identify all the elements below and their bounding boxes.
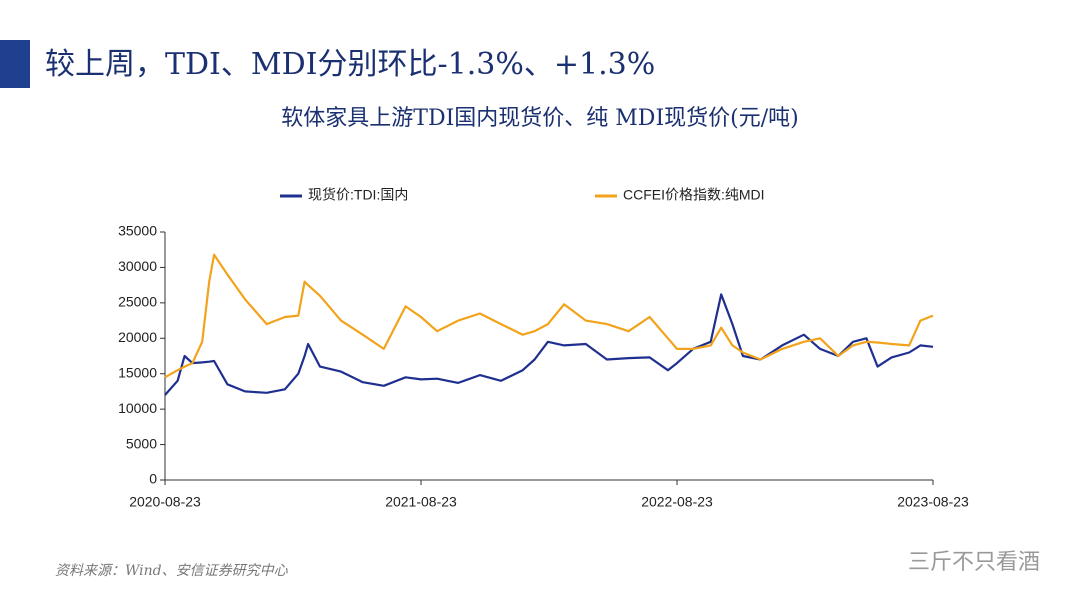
slide-title: 较上周，TDI、MDI分别环比-1.3%、+1.3% [45,47,655,82]
chart-title: 软体家具上游TDI国内现货价、纯 MDI现货价(元/吨) [281,106,798,131]
watermark: 三斤不只看酒 [908,550,1040,575]
y-tick-label: 0 [149,471,157,487]
y-tick-label: 35000 [118,223,157,239]
source: 资料来源：Wind、安信证券研究中心 [55,563,289,579]
series-line [164,293,934,396]
series-line [164,253,934,379]
legend-label: 现货价:TDI:国内 [308,187,408,203]
y-tick-label: 5000 [126,435,157,451]
x-tick-label: 2020-08-23 [129,494,201,510]
title-marker [0,40,30,88]
x-tick-label: 2021-08-23 [385,494,457,510]
x-tick-label: 2023-08-23 [897,494,969,510]
y-tick-label: 30000 [118,258,157,274]
y-tick-label: 20000 [118,329,157,345]
y-tick-label: 25000 [118,294,157,310]
legend-label: CCFEI价格指数:纯MDI [623,187,765,203]
x-tick-label: 2022-08-23 [641,494,713,510]
y-tick-label: 10000 [118,400,157,416]
y-tick-label: 15000 [118,364,157,380]
